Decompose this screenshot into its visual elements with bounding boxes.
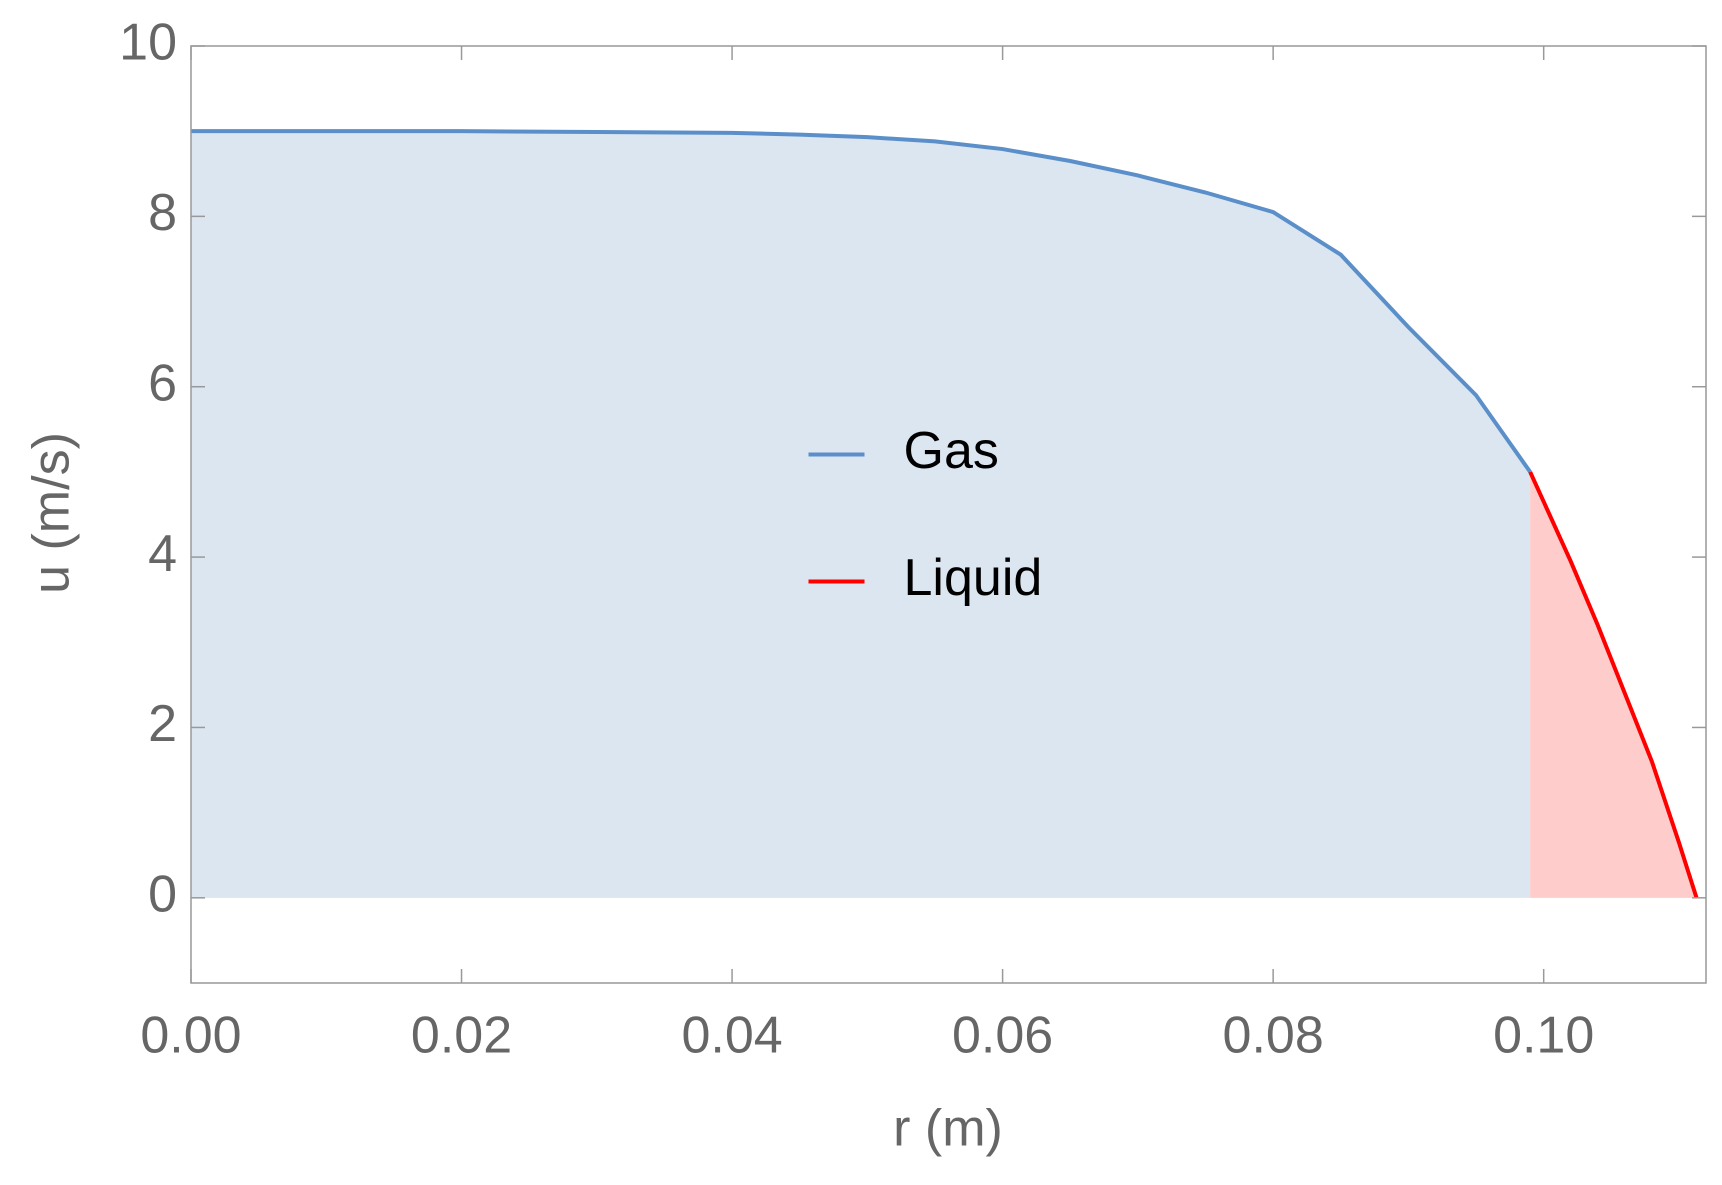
- line: [191, 129, 1532, 474]
- x-tick-label: 0.06: [952, 1007, 1053, 1065]
- y-axis-title: u (m/s): [23, 432, 81, 594]
- legend-label: Gas: [904, 422, 999, 480]
- y-tick-label: 0: [148, 866, 177, 924]
- x-tick-label: 0.08: [1223, 1007, 1324, 1065]
- x-axis-title: r (m): [893, 1100, 1003, 1158]
- plot-frame: [190, 45, 1707, 984]
- y-tick-label: 10: [119, 14, 177, 72]
- y-tick-label: 8: [148, 184, 177, 242]
- line: [1528, 471, 1699, 899]
- y-tick-label: 2: [148, 695, 177, 753]
- y-tick-label: 4: [148, 525, 177, 583]
- y-tick-label: 6: [148, 354, 177, 412]
- area-fill: [1530, 471, 1697, 898]
- x-tick-label: 0.04: [681, 1007, 782, 1065]
- x-tick-label: 0.10: [1493, 1007, 1594, 1065]
- x-tick-label: 0.02: [411, 1007, 512, 1065]
- area-fill: [191, 131, 1531, 898]
- x-tick-label: 0.00: [140, 1007, 241, 1065]
- legend-label: Liquid: [904, 549, 1043, 607]
